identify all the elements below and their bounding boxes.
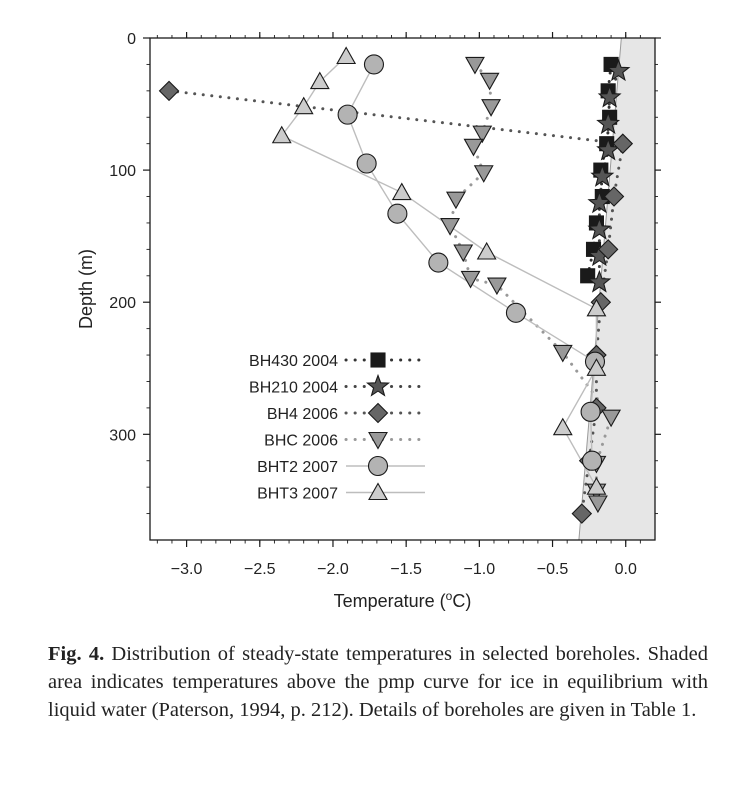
- data-point-5-1: [309, 71, 330, 90]
- data-point-3-3: [472, 125, 493, 144]
- legend-marker-4: [367, 455, 389, 477]
- data-point-4-0: [363, 54, 385, 75]
- data-point-1-2: [596, 111, 621, 135]
- y-tick-label-3: 300: [109, 427, 136, 444]
- data-point-5-4: [391, 182, 412, 201]
- data-point-2-0: [158, 80, 180, 102]
- data-point-2-1: [612, 133, 634, 154]
- x-tick-label-6: 0.0: [615, 561, 637, 578]
- caption-text: Distribution of steady-state temperature…: [48, 643, 708, 721]
- series-line-2: [167, 89, 625, 516]
- x-tick-label-0: −3.0: [171, 561, 203, 578]
- data-point-3-11: [552, 344, 573, 363]
- series-lines: [167, 55, 625, 516]
- data-point-3-4: [463, 138, 484, 157]
- data-point-3-5: [473, 165, 494, 183]
- y-tick-label-2: 200: [109, 295, 136, 312]
- data-point-3-15: [587, 495, 608, 514]
- legend-label-4: BHT2 2007: [257, 459, 338, 476]
- series-line-3: [448, 62, 613, 505]
- x-tick-label-3: −1.5: [390, 561, 422, 578]
- data-point-5-3: [271, 125, 292, 144]
- data-point-3-1: [479, 72, 500, 91]
- data-point-1-0: [606, 58, 631, 82]
- legend-label-2: BH4 2006: [267, 406, 338, 423]
- x-axis: −3.0 −2.5 −2.0 −1.5 −1.0 −0.5 0.0: [156, 32, 641, 578]
- chart-svg: −3.0 −2.5 −2.0 −1.5 −1.0 −0.5 0.0 0 100 200 300 Tem…: [76, 31, 661, 611]
- data-point-3-6: [445, 191, 466, 210]
- data-point-2-8: [571, 503, 593, 524]
- figure-caption: Fig. 4. Distribution of steady-state tem…: [48, 640, 708, 724]
- data-point-3-7: [440, 218, 461, 236]
- series-markers: [158, 46, 634, 524]
- legend-marker-5: [368, 482, 388, 501]
- data-point-5-2: [293, 96, 314, 115]
- y-axis-label: Depth (m): [76, 249, 96, 329]
- data-point-3-12: [601, 409, 622, 428]
- y-tick-label-1: 100: [109, 163, 136, 180]
- data-point-1-4: [590, 164, 615, 187]
- data-point-3-9: [460, 270, 481, 289]
- data-point-4-8: [582, 450, 603, 471]
- x-tick-label-2: −2.0: [317, 561, 349, 578]
- legend-label-0: BH430 2004: [249, 353, 338, 370]
- data-point-5-7: [586, 358, 607, 376]
- data-point-4-3: [387, 203, 408, 224]
- figure: −3.0 −2.5 −2.0 −1.5 −1.0 −0.5 0.0 0 100 200 300 Tem…: [76, 31, 661, 611]
- data-point-5-8: [552, 417, 573, 436]
- legend-label-5: BHT3 2007: [257, 486, 338, 503]
- data-point-4-1: [337, 104, 358, 125]
- data-point-4-2: [356, 153, 377, 174]
- series-line-4: [346, 64, 596, 461]
- data-point-4-5: [505, 302, 526, 323]
- data-point-5-5: [476, 241, 497, 260]
- x-axis-label: Temperature (oC): [334, 589, 472, 611]
- data-point-5-0: [336, 46, 357, 65]
- x-tick-label-4: −1.0: [464, 561, 496, 578]
- data-point-2-2: [603, 186, 625, 207]
- data-point-3-2: [481, 99, 501, 117]
- legend-marker-1: [365, 373, 391, 397]
- x-tick-label-1: −2.5: [244, 561, 276, 578]
- data-point-3-0: [465, 56, 485, 75]
- y-axis: 0 100 200 300: [109, 31, 661, 515]
- legend-label-3: BHC 2006: [264, 433, 338, 450]
- data-point-1-1: [597, 84, 622, 108]
- data-point-5-6: [586, 298, 607, 317]
- x-tick-label-5: −0.5: [537, 561, 569, 578]
- data-point-4-7: [580, 401, 601, 422]
- data-point-4-4: [428, 252, 449, 273]
- legend: BH430 2004 BH210 2004 BH4 2006 BHC 2006 BHT2…: [249, 352, 427, 503]
- data-point-1-8: [587, 269, 612, 293]
- y-tick-label-0: 0: [127, 31, 136, 48]
- legend-marker-0: [370, 352, 386, 368]
- plot-frame: [149, 37, 656, 541]
- figure-label: Fig. 4.: [48, 643, 105, 665]
- legend-label-1: BH210 2004: [249, 380, 338, 397]
- data-point-3-10: [486, 277, 507, 296]
- legend-marker-3: [368, 431, 388, 450]
- legend-marker-2: [367, 402, 389, 424]
- data-point-1-6: [587, 217, 612, 240]
- data-point-5-9: [586, 477, 607, 495]
- data-point-3-8: [453, 244, 474, 263]
- data-point-2-3: [597, 239, 619, 260]
